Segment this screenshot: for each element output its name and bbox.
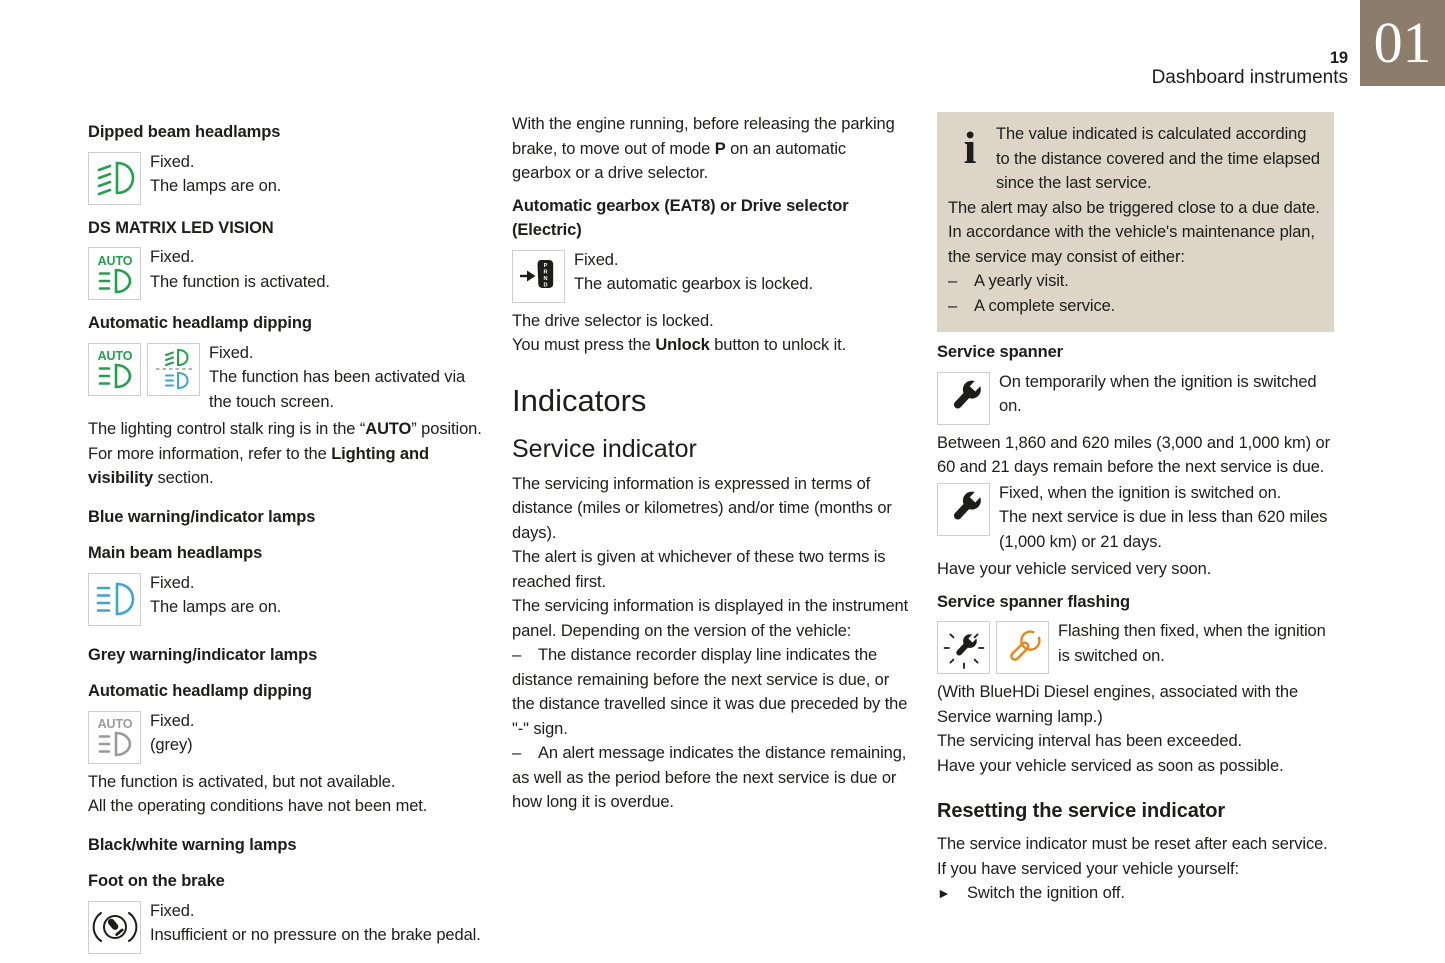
stalk-paragraph: The lighting control stalk ring is in th… (88, 420, 482, 438)
service-spanner-flashing-icon (937, 621, 990, 674)
indicator-desc: The next service is due in less than 620… (999, 508, 1328, 551)
entry-service-spanner-1: On temporarily when the ignition is swit… (937, 369, 1334, 428)
indicator-desc: The lamps are on. (150, 177, 282, 195)
flashing-paragraph-2: The servicing interval has been exceeded… (937, 732, 1243, 750)
entry-matrix-led: AUTO Fixed. The function is activated. (88, 244, 485, 303)
grey-function-line1: The function is activated, but not avail… (88, 772, 396, 791)
middle-column: With the engine running, before releasin… (512, 112, 909, 815)
heading-service-spanner-flashing: Service spanner flashing (937, 592, 1130, 611)
category-black-white-lamps: Black/white warning lamps (88, 835, 297, 854)
entry-service-spanner-flashing: Flashing then fixed, when the ignition i… (937, 618, 1334, 677)
flashing-paragraph-3: Have your vehicle serviced as soon as po… (937, 756, 1284, 775)
main-beam-icon (88, 572, 141, 626)
auto-main-beam-icon: AUTO (88, 342, 141, 396)
indicator-desc: The function has been activated via the … (209, 368, 466, 411)
indicator-desc: Insufficient or no pressure on the brake… (150, 926, 481, 944)
service-spanner-orange-icon (996, 621, 1049, 674)
indicator-desc: (grey) (150, 736, 193, 754)
indicator-state: Fixed. (150, 152, 195, 171)
page-number: 19 (1329, 49, 1348, 67)
svg-text:P: P (543, 263, 547, 269)
service-paragraph-3: The servicing information is displayed i… (512, 597, 909, 640)
left-column: Dipped beam headlamps Fixed. The lamps ar… (88, 112, 485, 960)
heading-matrix-led: DS MATRIX LED VISION (88, 218, 274, 237)
gearbox-line2: You must press the Unlock button to unlo… (512, 336, 847, 354)
heading-service-spanner: Service spanner (937, 343, 1063, 361)
heading-main-beam: Main beam headlamps (88, 544, 263, 562)
dipped-beam-icon (88, 151, 141, 205)
service-spanner-icon (937, 371, 990, 425)
indicator-state: Fixed. (150, 711, 195, 730)
indicators-title: Indicators (512, 382, 647, 418)
entry-service-spanner-2: Fixed, when the ignition is switched on.… (937, 480, 1334, 555)
service-paragraph-1: The servicing information is expressed i… (512, 474, 892, 542)
auto-main-beam-icon: AUTO (88, 247, 141, 300)
action-arrow-icon: ► (937, 885, 951, 901)
svg-text:AUTO: AUTO (97, 349, 132, 363)
foot-on-brake-icon (88, 900, 141, 954)
chapter-tab: 01 (1360, 0, 1445, 86)
intro-paragraph: With the engine running, before releasin… (512, 115, 895, 182)
gear-selector-lock-icon: P R N D (512, 249, 565, 303)
indicator-state: Fixed. (150, 573, 195, 592)
svg-text:R: R (543, 270, 547, 276)
beam-switch-icon (147, 342, 200, 396)
spanner-paragraph-1: Between 1,860 and 620 miles (3,000 and 1… (937, 433, 1330, 477)
indicator-desc: The automatic gearbox is locked. (574, 275, 813, 293)
auto-main-beam-grey-icon: AUTO (88, 710, 141, 764)
info-paragraph-2: The alert may also be triggered close to… (948, 198, 1320, 217)
indicator-state: Fixed. (574, 250, 619, 269)
heading-gearbox: Automatic gearbox (EAT8) or Drive select… (512, 196, 849, 240)
info-bullet-1: – A yearly visit. (948, 272, 1069, 290)
more-info-paragraph: For more information, refer to the Light… (88, 444, 429, 488)
indicator-desc: The lamps are on. (150, 598, 282, 616)
indicator-state: Fixed. (150, 901, 195, 920)
category-grey-lamps: Grey warning/indicator lamps (88, 645, 318, 664)
service-bullet-2: – An alert message indicates the distance… (512, 744, 907, 811)
gearbox-line1: The drive selector is locked. (512, 311, 714, 330)
information-box: i The value indicated is calculated acco… (937, 112, 1334, 332)
info-icon: i (963, 122, 977, 173)
indicator-state: Flashing then fixed, when the ignition i… (1058, 622, 1326, 665)
reset-paragraph-2: If you have serviced your vehicle yourse… (937, 859, 1240, 878)
heading-auto-dipping: Automatic headlamp dipping (88, 314, 312, 332)
entry-gearbox: P R N D Fixed. The automatic gearbox is l… (512, 247, 909, 306)
heading-resetting-service-indicator: Resetting the service indicator (937, 800, 1226, 822)
svg-text:D: D (543, 283, 547, 289)
heading-dipped-beam: Dipped beam headlamps (88, 123, 281, 141)
category-blue-lamps: Blue warning/indicator lamps (88, 507, 316, 526)
indicator-state: Fixed. (150, 248, 195, 266)
section-title: Dashboard instruments (1151, 67, 1348, 88)
spanner-paragraph-2: Have your vehicle serviced very soon. (937, 560, 1212, 578)
indicator-desc: The function is activated. (150, 272, 330, 291)
reset-paragraph-1: The service indicator must be reset afte… (937, 835, 1328, 853)
entry-main-beam: Fixed. The lamps are on. (88, 570, 485, 629)
indicator-state: Fixed, when the ignition is switched on. (999, 483, 1282, 502)
flashing-paragraph-1: (With BlueHDi Diesel engines, associated… (937, 683, 1299, 726)
chapter-number: 01 (1373, 10, 1432, 75)
heading-auto-dipping-grey: Automatic headlamp dipping (88, 682, 312, 700)
entry-auto-dipping: AUTO (88, 340, 485, 415)
reset-action-step: ► Switch the ignition off. (937, 881, 1334, 906)
info-paragraph-1: The value indicated is calculated accord… (996, 125, 1320, 192)
heading-foot-on-brake: Foot on the brake (88, 872, 225, 890)
entry-auto-dipping-grey: AUTO Fixed. (grey) (88, 708, 485, 767)
entry-dipped-beam: Fixed. The lamps are on. (88, 149, 485, 208)
service-indicator-title: Service indicator (512, 434, 697, 463)
svg-text:N: N (543, 276, 547, 282)
grey-function-line2: All the operating conditions have not be… (88, 797, 428, 815)
right-column: i The value indicated is calculated acco… (937, 112, 1334, 906)
svg-text:AUTO: AUTO (97, 254, 132, 268)
service-bullet-1: – The distance recorder display line indi… (512, 646, 908, 738)
service-paragraph-2: The alert is given at whichever of these… (512, 548, 886, 591)
indicator-state: On temporarily when the ignition is swit… (999, 372, 1317, 416)
entry-foot-on-brake: Fixed. Insufficient or no pressure on the… (88, 898, 485, 957)
service-spanner-icon (937, 482, 990, 536)
indicator-state: Fixed. (209, 343, 254, 362)
info-paragraph-3: In accordance with the vehicle's mainten… (948, 223, 1315, 266)
info-bullet-2: – A complete service. (948, 296, 1116, 315)
svg-text:AUTO: AUTO (97, 717, 132, 731)
